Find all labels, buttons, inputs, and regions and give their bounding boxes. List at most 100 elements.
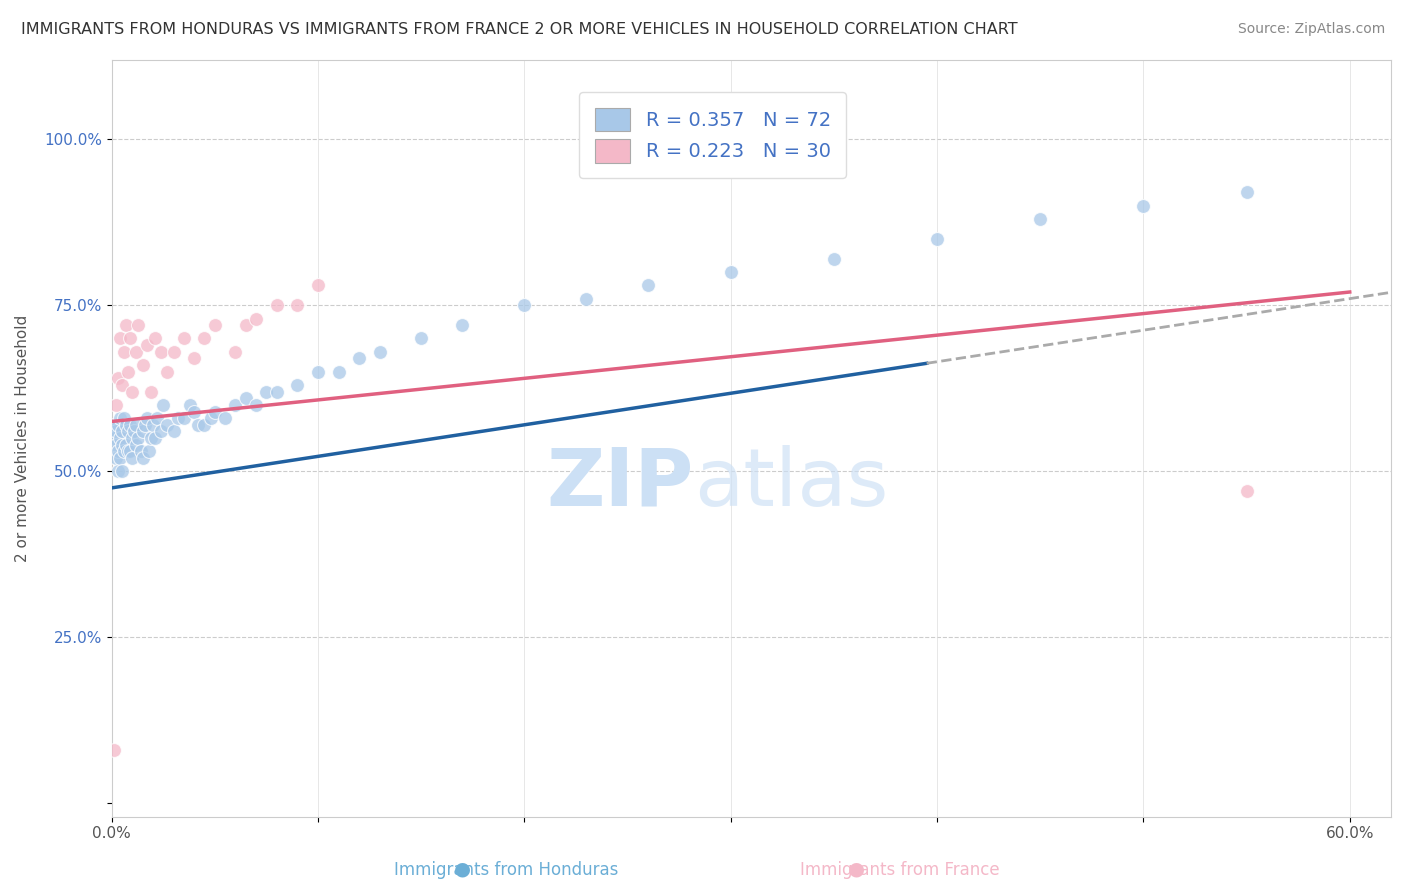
Point	[108, 450, 131, 465]
Point	[120, 331, 142, 345]
Point	[1132, 199, 1154, 213]
Point	[127, 318, 149, 333]
Text: ●: ●	[848, 860, 865, 879]
Point	[193, 331, 215, 345]
Point	[108, 431, 131, 445]
Point	[104, 438, 127, 452]
Point	[121, 450, 143, 465]
Point	[108, 411, 131, 425]
Point	[204, 404, 226, 418]
Point	[131, 358, 153, 372]
Point	[139, 384, 162, 399]
Point	[108, 331, 131, 345]
Point	[150, 425, 173, 439]
Point	[135, 338, 157, 352]
Point	[162, 344, 184, 359]
Point	[139, 431, 162, 445]
Point	[117, 365, 139, 379]
Point	[142, 417, 165, 432]
Point	[637, 278, 659, 293]
Point	[156, 365, 179, 379]
Point	[328, 365, 350, 379]
Point	[124, 425, 146, 439]
Point	[127, 431, 149, 445]
Point	[224, 344, 246, 359]
Point	[266, 298, 288, 312]
Point	[125, 344, 148, 359]
Point	[146, 411, 169, 425]
Point	[1029, 211, 1052, 226]
Point	[173, 411, 195, 425]
Point	[115, 417, 138, 432]
Point	[111, 438, 134, 452]
Point	[112, 411, 135, 425]
Point	[135, 411, 157, 425]
Point	[125, 417, 148, 432]
Point	[200, 411, 222, 425]
Text: ●: ●	[454, 860, 471, 879]
Point	[245, 311, 267, 326]
Text: atlas: atlas	[693, 444, 889, 523]
Point	[107, 444, 129, 458]
Point	[152, 398, 174, 412]
Point	[285, 378, 308, 392]
Point	[104, 425, 127, 439]
Point	[575, 292, 598, 306]
Point	[117, 444, 139, 458]
Point	[143, 431, 166, 445]
Point	[107, 371, 129, 385]
Point	[131, 450, 153, 465]
Text: Source: ZipAtlas.com: Source: ZipAtlas.com	[1237, 22, 1385, 37]
Point	[117, 425, 139, 439]
Point	[823, 252, 845, 266]
Point	[112, 444, 135, 458]
Text: Immigrants from Honduras: Immigrants from Honduras	[394, 861, 619, 879]
Point	[125, 438, 148, 452]
Point	[131, 425, 153, 439]
Point	[235, 318, 257, 333]
Text: Immigrants from France: Immigrants from France	[800, 861, 1000, 879]
Point	[1236, 186, 1258, 200]
Point	[349, 351, 371, 366]
Point	[368, 344, 391, 359]
Point	[107, 464, 129, 478]
Point	[193, 417, 215, 432]
Point	[121, 384, 143, 399]
Point	[103, 743, 125, 757]
Point	[513, 298, 536, 312]
Point	[112, 344, 135, 359]
Point	[1236, 484, 1258, 499]
Text: IMMIGRANTS FROM HONDURAS VS IMMIGRANTS FROM FRANCE 2 OR MORE VEHICLES IN HOUSEHO: IMMIGRANTS FROM HONDURAS VS IMMIGRANTS F…	[21, 22, 1018, 37]
Point	[179, 398, 201, 412]
Point	[183, 404, 205, 418]
Point	[138, 444, 160, 458]
Point	[451, 318, 474, 333]
Point	[411, 331, 433, 345]
Point	[111, 425, 134, 439]
Point	[224, 398, 246, 412]
Point	[214, 411, 236, 425]
Point	[307, 278, 329, 293]
Point	[104, 450, 127, 465]
Point	[307, 365, 329, 379]
Point	[285, 298, 308, 312]
Point	[183, 351, 205, 366]
Point	[235, 391, 257, 405]
Point	[173, 331, 195, 345]
Point	[121, 431, 143, 445]
Point	[204, 318, 226, 333]
Point	[720, 265, 742, 279]
Point	[143, 331, 166, 345]
Point	[107, 417, 129, 432]
Point	[245, 398, 267, 412]
Point	[134, 417, 156, 432]
Point	[266, 384, 288, 399]
Point	[187, 417, 209, 432]
Point	[129, 444, 152, 458]
Point	[156, 417, 179, 432]
Y-axis label: 2 or more Vehicles in Household: 2 or more Vehicles in Household	[15, 315, 30, 562]
Point	[103, 431, 125, 445]
Point	[120, 444, 142, 458]
Point	[120, 417, 142, 432]
Point	[115, 438, 138, 452]
